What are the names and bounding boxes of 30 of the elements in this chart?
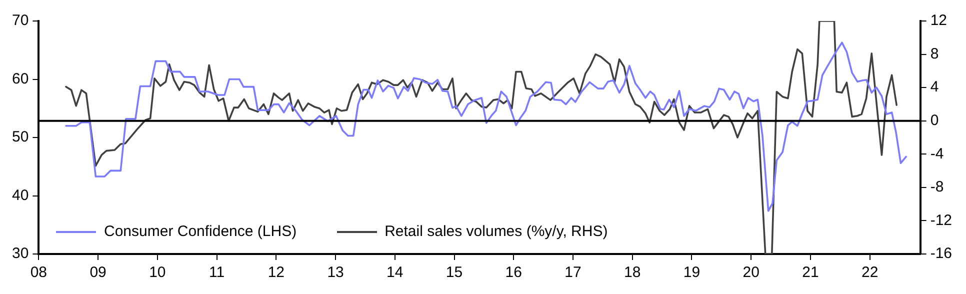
y2-tick-label: -16 [930, 245, 952, 262]
y-tick-label: 50 [12, 128, 29, 146]
x-tick-label: 14 [386, 264, 404, 282]
y-tick-label: 70 [12, 12, 29, 30]
x-tick-label: 08 [30, 264, 48, 282]
y2-tick-label: -8 [930, 178, 944, 196]
x-tick-label: 12 [268, 264, 285, 282]
x-tick-label: 22 [862, 264, 878, 282]
x-tick-label: 09 [90, 264, 106, 282]
x-tick-label: 19 [683, 264, 700, 282]
legend-label: Consumer Confidence (LHS) [104, 223, 297, 240]
x-tick-label: 17 [564, 264, 582, 282]
x-tick-label: 15 [446, 264, 463, 282]
x-tick-label: 13 [327, 264, 344, 282]
x-tick-label: 10 [149, 264, 166, 282]
y2-tick-label: 8 [930, 45, 939, 62]
y-tick-label: 30 [12, 245, 29, 262]
y2-tick-label: 0 [930, 112, 939, 129]
y2-tick-label: -4 [930, 145, 944, 162]
y2-tick-label: 12 [930, 12, 948, 30]
legend-label: Retail sales volumes (%y/y, RHS) [384, 223, 608, 240]
y2-tick-label: 4 [930, 78, 939, 96]
y2-tick-label: -12 [930, 212, 952, 229]
y-tick-label: 40 [12, 186, 29, 204]
x-tick-label: 20 [742, 264, 760, 282]
x-tick-label: 11 [209, 264, 225, 282]
x-tick-label: 16 [505, 264, 522, 282]
x-tick-label: 18 [624, 264, 641, 282]
x-tick-label: 21 [802, 264, 819, 282]
y-tick-label: 60 [12, 70, 29, 88]
